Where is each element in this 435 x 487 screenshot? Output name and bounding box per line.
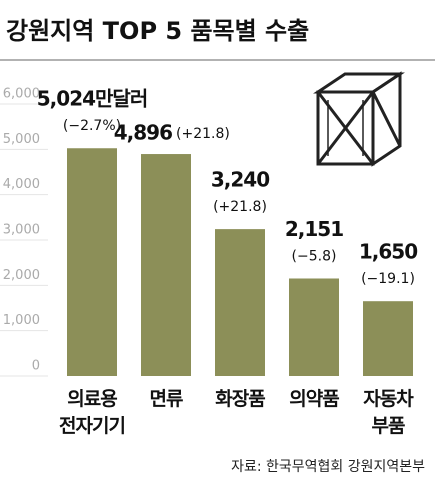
bar	[215, 229, 265, 376]
value-label: 2,151	[285, 217, 343, 241]
value-label: 1,650	[359, 240, 417, 264]
x-tick-label: 의약품	[289, 388, 339, 410]
crate-icon	[313, 71, 405, 167]
bar	[67, 148, 117, 376]
y-tick-label: 4,000	[3, 177, 40, 192]
change-label: (−19.1)	[361, 271, 415, 287]
bar	[363, 301, 413, 376]
chart-title: 강원지역 TOP 5 품목별 수출	[6, 17, 309, 45]
x-tick-label: 화장품	[215, 388, 265, 410]
y-tick-label: 0	[32, 359, 40, 374]
change-label: (+21.8)	[213, 199, 267, 215]
x-tick-label: 자동차 부품	[363, 388, 413, 437]
source: 자료: 한국무역협회 강원지역본부	[231, 459, 425, 475]
y-tick-label: 6,000	[3, 87, 40, 102]
change-label: (−5.8)	[292, 248, 337, 264]
bar	[289, 278, 339, 376]
change-label: (+21.8)	[176, 126, 230, 142]
change-label: (−2.7%)	[63, 118, 121, 134]
x-tick-label: 의료용 전자기기	[59, 388, 126, 437]
value-label: 3,240	[211, 168, 269, 192]
y-tick-label: 2,000	[3, 268, 40, 283]
y-tick-label: 5,000	[3, 132, 40, 147]
bar	[141, 154, 191, 376]
value-label: 4,896	[114, 121, 172, 145]
x-tick-label: 면류	[149, 388, 184, 410]
y-tick-label: 1,000	[3, 313, 40, 328]
y-tick-label: 3,000	[3, 223, 40, 238]
value-label: 5,024만달러	[37, 87, 147, 111]
